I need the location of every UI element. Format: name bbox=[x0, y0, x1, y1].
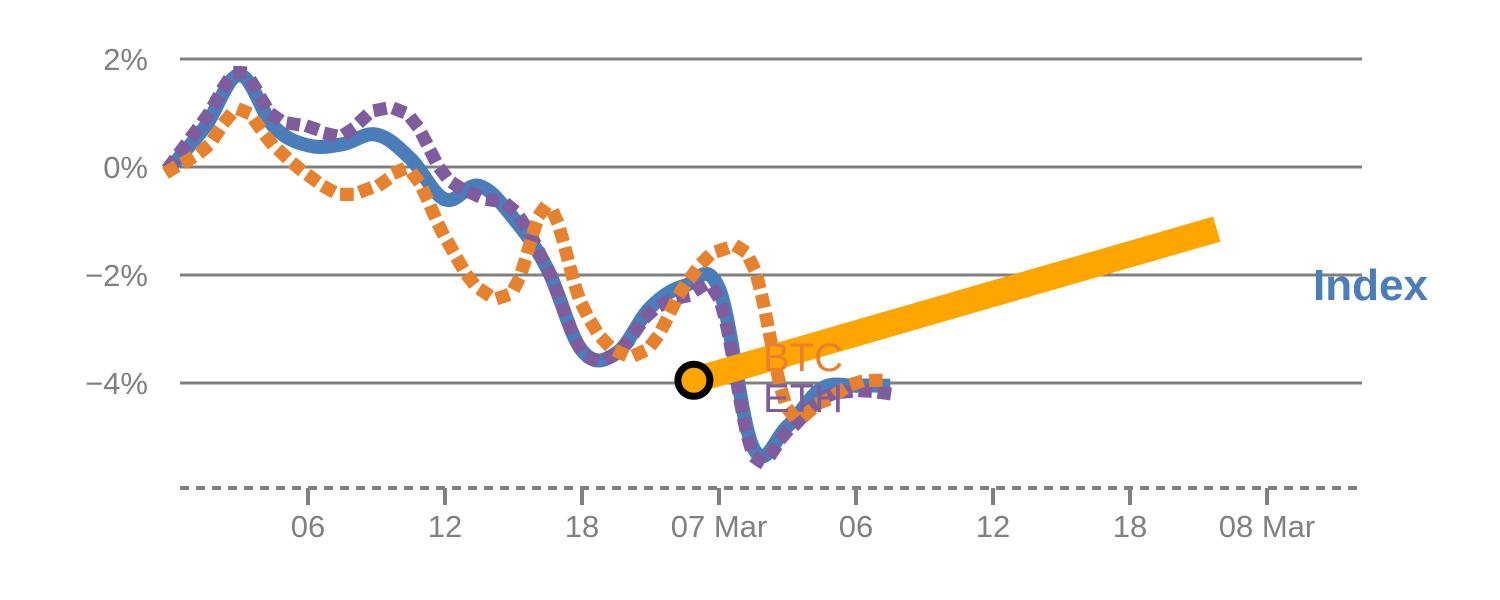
x-axis-tick-label: 12 bbox=[428, 509, 462, 544]
x-axis-tick-label: 06 bbox=[291, 509, 325, 544]
current-point-marker[interactable] bbox=[674, 360, 714, 400]
trend-band-annotation bbox=[690, 216, 1221, 393]
y-axis-tick-label: 2% bbox=[103, 42, 148, 77]
series-line-index bbox=[165, 68, 891, 464]
series-label-eth: ETH bbox=[763, 377, 843, 421]
y-axis-tick-label: −2% bbox=[85, 258, 148, 293]
series-line-eth bbox=[161, 66, 898, 468]
x-axis-tick-label: 06 bbox=[839, 509, 873, 544]
x-axis-tick-label: 12 bbox=[976, 509, 1010, 544]
x-axis-tick-label: 18 bbox=[1113, 509, 1147, 544]
y-axis-tick-label: −4% bbox=[85, 366, 148, 401]
y-axis-tick-label: 0% bbox=[103, 150, 148, 185]
x-axis-tick-label: 08 Mar bbox=[1219, 509, 1315, 544]
x-axis-tick-label: 18 bbox=[565, 509, 599, 544]
series-label-btc: BTC bbox=[763, 336, 843, 380]
x-axis-tick-label: 07 Mar bbox=[671, 509, 767, 544]
series-label-index: Index bbox=[1313, 261, 1428, 310]
